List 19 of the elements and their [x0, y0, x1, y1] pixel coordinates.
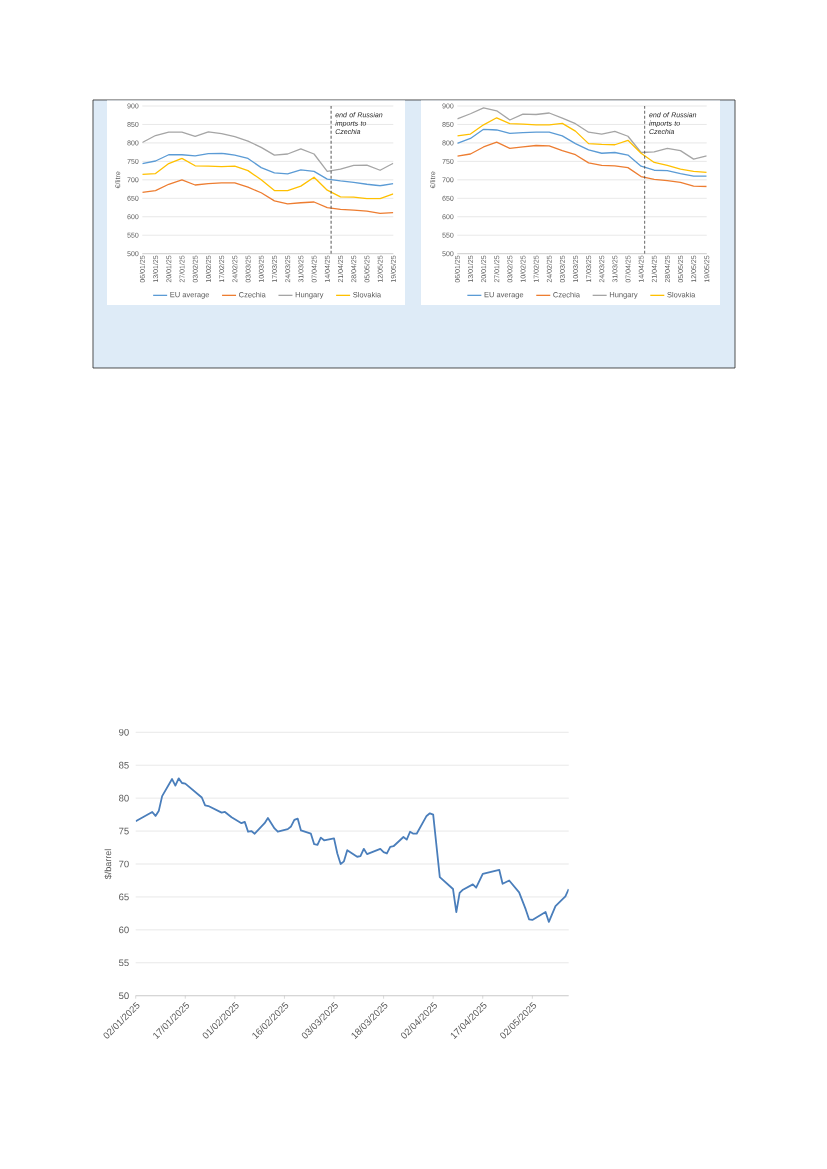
line-series — [457, 107, 707, 160]
y-axis-title: $/barrel — [104, 849, 112, 880]
line-series — [135, 777, 569, 923]
y-tick-label: 55 — [118, 959, 129, 967]
y-tick-label: 60 — [119, 926, 129, 934]
line-series — [142, 157, 394, 200]
y-tick-label: 80 — [119, 794, 129, 802]
line-series — [142, 131, 394, 172]
y-tick-label: 85 — [119, 761, 129, 769]
y-tick-label: 75 — [119, 827, 129, 835]
line-series — [457, 128, 707, 177]
y-tick-label: 50 — [118, 992, 129, 1000]
y-tick-label: 90 — [119, 728, 129, 736]
line-series — [457, 117, 707, 174]
y-tick-label: 65 — [119, 893, 129, 901]
y-tick-label: 70 — [119, 860, 129, 868]
line-series — [457, 141, 707, 188]
line-series — [142, 179, 394, 215]
line-series — [142, 152, 394, 187]
